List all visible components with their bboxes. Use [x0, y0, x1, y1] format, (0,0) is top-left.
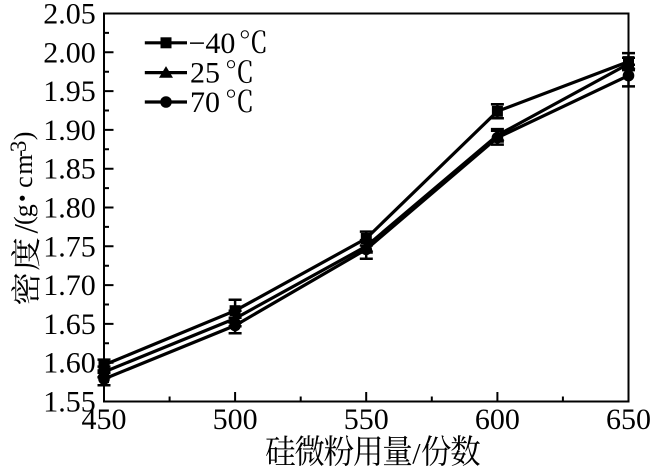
svg-text:1.85: 1.85 — [43, 153, 96, 186]
svg-text:70: 70 — [190, 86, 220, 119]
svg-text:2.05: 2.05 — [43, 0, 96, 31]
svg-text:1.95: 1.95 — [43, 75, 96, 108]
svg-text:-: - — [7, 150, 31, 157]
svg-text:1.80: 1.80 — [43, 192, 96, 225]
svg-text:1.75: 1.75 — [43, 230, 96, 263]
svg-text:650: 650 — [606, 403, 650, 436]
svg-text:1.60: 1.60 — [43, 347, 96, 380]
svg-text:550: 550 — [344, 403, 389, 436]
svg-text:600: 600 — [475, 403, 520, 436]
svg-text:500: 500 — [213, 403, 258, 436]
svg-text:3: 3 — [6, 141, 31, 153]
svg-text:g: g — [9, 204, 38, 217]
svg-text:c: c — [9, 176, 38, 188]
svg-text:1.65: 1.65 — [43, 308, 96, 341]
svg-text:m: m — [9, 154, 38, 174]
svg-text:2.00: 2.00 — [43, 36, 96, 69]
svg-text:/: / — [412, 437, 421, 468]
svg-text:/: / — [8, 224, 45, 234]
svg-text:1.90: 1.90 — [43, 114, 96, 147]
svg-text:−40: −40 — [189, 27, 236, 60]
svg-text:1.70: 1.70 — [43, 269, 96, 302]
svg-text:): ) — [9, 132, 38, 141]
svg-text:450: 450 — [82, 403, 127, 436]
svg-text:25: 25 — [190, 57, 220, 90]
svg-text:(: ( — [9, 216, 38, 225]
svg-text:1.55: 1.55 — [43, 386, 96, 419]
